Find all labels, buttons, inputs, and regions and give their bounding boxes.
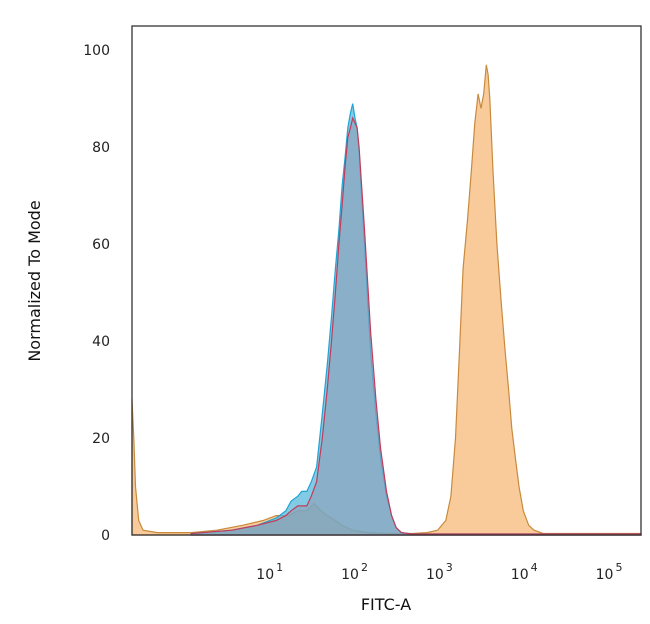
x-tick-base: 10 — [596, 567, 614, 583]
y-tick-label: 0 — [101, 528, 110, 544]
y-tick-label: 100 — [83, 43, 110, 59]
histogram-series-1 — [131, 64, 642, 536]
series-layer — [131, 64, 642, 536]
y-axis-ticks: 0 20 40 60 80 100 — [83, 43, 110, 544]
x-tick-base: 10 — [341, 567, 359, 583]
x-tick-base: 10 — [256, 567, 274, 583]
x-tick-label: 10 1 — [256, 561, 283, 583]
y-axis-label: Normalized To Mode — [25, 200, 44, 361]
x-tick-base: 10 — [426, 567, 444, 583]
histogram-series-2 — [190, 103, 642, 536]
x-tick-exponent: 5 — [615, 561, 622, 574]
x-axis-label: FITC-A — [361, 595, 411, 614]
x-tick-label: 10 2 — [341, 561, 368, 583]
x-tick-base: 10 — [511, 567, 529, 583]
x-tick-exponent: 1 — [276, 561, 283, 574]
x-tick-exponent: 3 — [446, 561, 453, 574]
y-tick-label: 80 — [92, 140, 110, 156]
y-tick-label: 20 — [92, 431, 110, 447]
x-tick-exponent: 4 — [531, 561, 538, 574]
x-tick-label: 10 4 — [511, 561, 538, 583]
y-tick-label: 60 — [92, 237, 110, 253]
x-tick-exponent: 2 — [361, 561, 368, 574]
y-tick-label: 40 — [92, 334, 110, 350]
histogram-series-3 — [190, 116, 642, 536]
plot-frame — [131, 25, 642, 536]
x-tick-label: 10 3 — [426, 561, 453, 583]
x-tick-label: 10 5 — [596, 561, 623, 583]
x-axis-ticks: 10 1 10 2 10 3 10 4 10 5 — [256, 561, 622, 583]
